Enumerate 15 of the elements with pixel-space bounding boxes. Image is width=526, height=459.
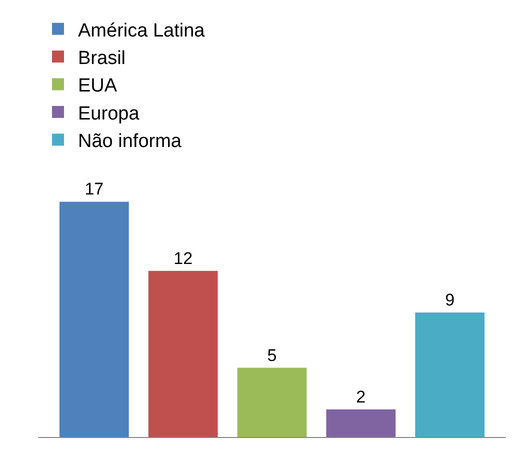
bar	[326, 409, 396, 437]
data-label: 12	[174, 248, 193, 268]
legend-label: América Latina	[78, 20, 206, 42]
data-label: 17	[84, 180, 104, 199]
bar	[415, 312, 485, 437]
legend-label: Não informa	[78, 131, 182, 152]
legend-label: EUA	[78, 76, 118, 97]
data-label: 5	[267, 346, 277, 365]
bar	[59, 202, 129, 437]
data-label: 2	[356, 387, 366, 406]
bar	[237, 368, 307, 437]
bar	[148, 270, 218, 437]
data-label: 9	[445, 290, 455, 310]
legend-label: Brasil	[78, 48, 126, 69]
legend-label: Europa	[78, 103, 140, 124]
